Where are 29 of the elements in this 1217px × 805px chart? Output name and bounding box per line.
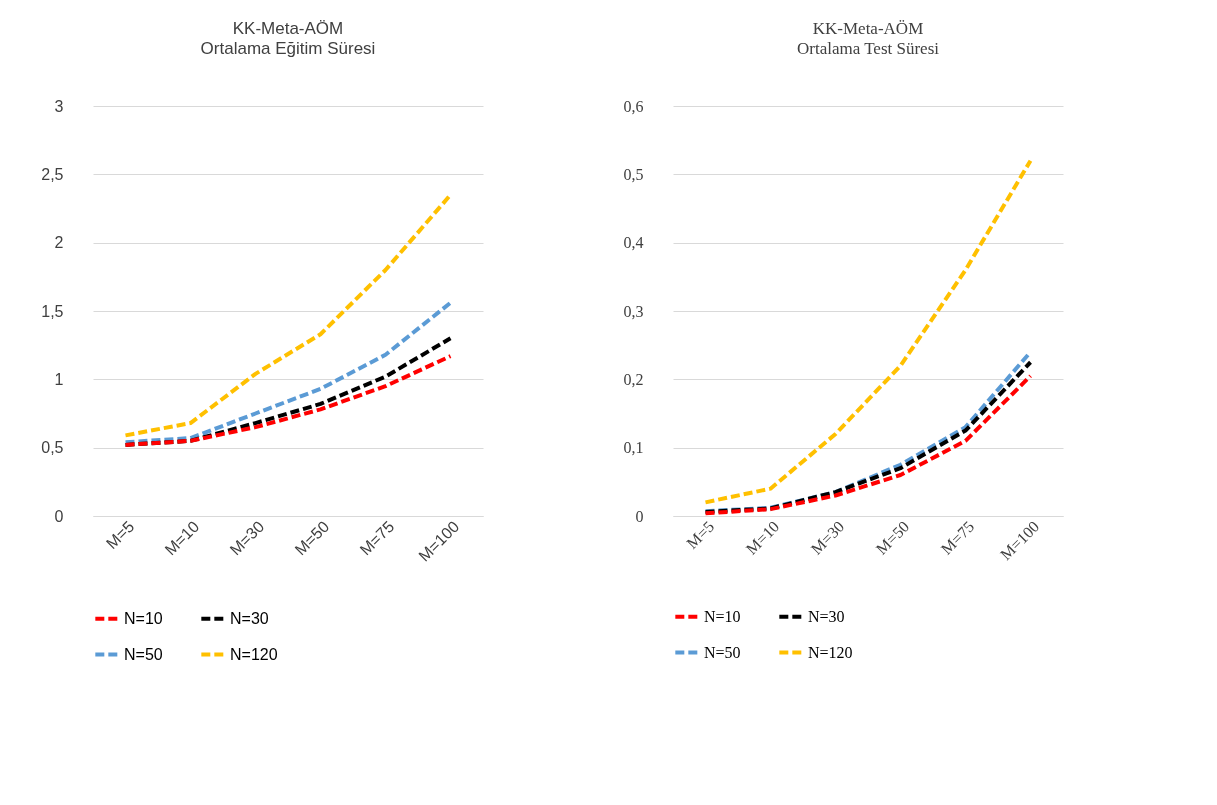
legend-label: N=10 — [124, 609, 163, 627]
legend-label: N=30 — [808, 607, 845, 625]
line-series — [123, 300, 453, 445]
line-series — [123, 354, 453, 447]
legend-label: N=120 — [230, 645, 278, 663]
y-tick-label: 0,2 — [623, 370, 644, 388]
y-tick-label: 2,5 — [41, 165, 64, 183]
y-tick-label: 0,6 — [623, 97, 644, 115]
legend-label: N=120 — [808, 643, 853, 661]
line-series — [703, 158, 1033, 505]
y-tick-label: 0,5 — [623, 165, 644, 183]
y-tick-label: 0,4 — [623, 234, 644, 252]
chart-title: KK-Meta-AÖM — [232, 19, 344, 38]
legend-label: N=30 — [230, 609, 269, 627]
y-tick-label: 0 — [54, 507, 64, 525]
chart-subtitle: Ortalama Eğitim Süresi — [200, 39, 376, 58]
legend-label: N=50 — [124, 645, 163, 663]
y-tick-label: 1,5 — [41, 302, 64, 320]
y-tick-label: 3 — [54, 97, 64, 115]
y-tick-label: 1 — [54, 370, 64, 388]
legend-label: N=50 — [704, 643, 741, 661]
chart-subtitle: Ortalama Test Süresi — [796, 39, 940, 58]
y-tick-label: 0,1 — [623, 439, 644, 457]
y-tick-label: 0,3 — [623, 302, 644, 320]
y-tick-label: 2 — [54, 234, 64, 252]
legend-label: N=10 — [704, 607, 741, 625]
y-tick-label: 0,5 — [41, 439, 64, 457]
chart-title: KK-Meta-AÖM — [812, 19, 924, 38]
y-tick-label: 0 — [635, 507, 644, 525]
